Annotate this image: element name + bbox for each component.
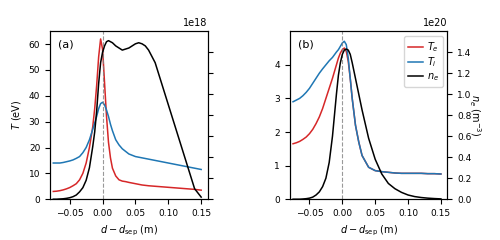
Text: 1e20: 1e20 (423, 18, 448, 28)
Text: (b): (b) (298, 40, 314, 50)
X-axis label: $d - d_{\mathrm{sep}}$ (m): $d - d_{\mathrm{sep}}$ (m) (340, 223, 398, 238)
X-axis label: $d - d_{\mathrm{sep}}$ (m): $d - d_{\mathrm{sep}}$ (m) (100, 223, 158, 238)
Text: 1e18: 1e18 (184, 18, 208, 28)
Legend: $T_e$, $T_i$, $n_e$: $T_e$, $T_i$, $n_e$ (404, 36, 442, 87)
Y-axis label: $n_e$ (m$^{-3}$): $n_e$ (m$^{-3}$) (468, 94, 482, 136)
Y-axis label: $T$ (eV): $T$ (eV) (10, 100, 23, 130)
Text: (a): (a) (58, 40, 74, 50)
